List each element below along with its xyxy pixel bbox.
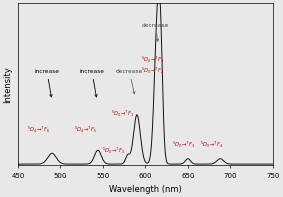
Text: $^5D_4{\!\to\!}^7F_5$: $^5D_4{\!\to\!}^7F_5$ (74, 124, 98, 135)
Text: $^5D_0{\!\to\!}^7F_1$: $^5D_0{\!\to\!}^7F_1$ (111, 109, 134, 119)
Text: $^5D_0{\!\to\!}^7F_2$: $^5D_0{\!\to\!}^7F_2$ (142, 66, 165, 76)
Text: decrease: decrease (142, 23, 169, 41)
X-axis label: Wavelength (nm): Wavelength (nm) (109, 185, 182, 193)
Y-axis label: Intensity: Intensity (3, 66, 12, 103)
Text: $^5D_0{\!\to\!}^7F_0$: $^5D_0{\!\to\!}^7F_0$ (102, 146, 126, 156)
Text: $^5D_0{\!\to\!}^7F_2$: $^5D_0{\!\to\!}^7F_2$ (142, 55, 165, 65)
Text: increase: increase (80, 69, 104, 97)
Text: $^5D_4{\!\to\!}^7F_6$: $^5D_4{\!\to\!}^7F_6$ (27, 124, 50, 135)
Text: $^5D_0{\!\to\!}^7F_3$: $^5D_0{\!\to\!}^7F_3$ (172, 140, 195, 150)
Text: decrease: decrease (116, 69, 143, 94)
Text: increase: increase (35, 69, 59, 97)
Text: $^5D_0{\!\to\!}^7F_4$: $^5D_0{\!\to\!}^7F_4$ (200, 140, 224, 150)
